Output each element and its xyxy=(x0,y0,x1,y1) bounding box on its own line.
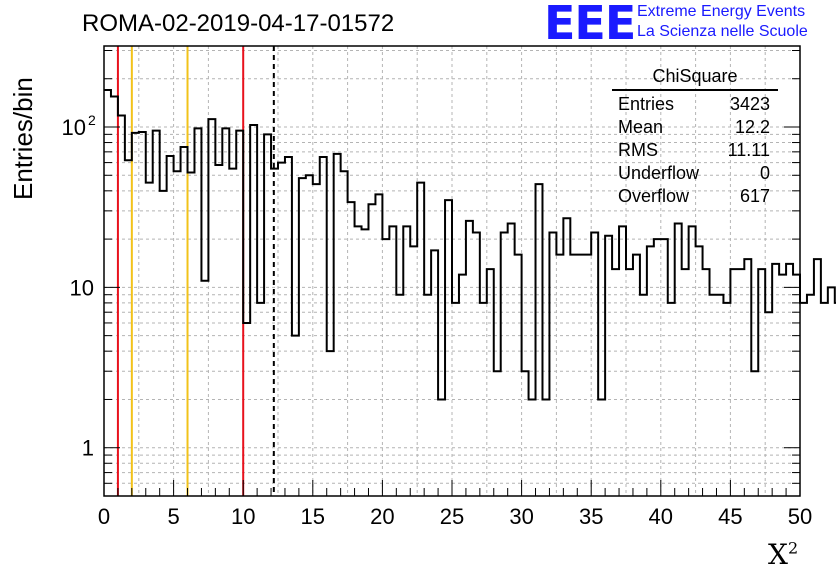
marker-lines xyxy=(116,46,275,496)
stats-label: Overflow xyxy=(618,186,690,206)
x-axis-label-base: X xyxy=(768,538,788,571)
histogram-series xyxy=(104,89,836,401)
stats-value: 12.2 xyxy=(734,117,770,137)
x-tick-label: 45 xyxy=(718,504,742,529)
y-tick-label: 10 xyxy=(62,115,86,140)
x-tick-label: 35 xyxy=(579,504,603,529)
stats-label: Mean xyxy=(618,117,664,137)
stats-row-rms: RMS 11.11 xyxy=(612,139,778,162)
y-tick-label-exponent: 2 xyxy=(88,112,96,128)
stats-row-underflow: Underflow 0 xyxy=(612,162,778,185)
y-tick-label: 10 xyxy=(70,275,94,300)
x-tick-label: 15 xyxy=(301,504,325,529)
x-tick-label: 20 xyxy=(370,504,394,529)
stats-title: ChiSquare xyxy=(612,66,778,91)
eee-logo: EEE xyxy=(544,0,636,50)
chart-title: ROMA-02-2019-04-17-01572 xyxy=(82,10,395,37)
stats-row-overflow: Overflow 617 xyxy=(612,185,778,208)
stats-value: 3423 xyxy=(729,94,770,114)
axis-ticks xyxy=(103,49,801,497)
x-tick-label: 40 xyxy=(649,504,673,529)
eee-logo-line2: La Scienza nelle Scuole xyxy=(637,23,808,40)
y-axis-label: Entries/bin xyxy=(8,77,38,200)
stats-label: Underflow xyxy=(618,163,700,183)
stats-row-entries: Entries 3423 xyxy=(612,93,778,116)
x-tick-label: 10 xyxy=(231,504,255,529)
stats-box: ChiSquare Entries 3423 Mean 12.2 RMS 11.11 … xyxy=(612,66,778,208)
x-tick-label: 30 xyxy=(509,504,533,529)
x-tick-label: 25 xyxy=(440,504,464,529)
stats-value: 11.11 xyxy=(727,140,770,160)
x-tick-label: 50 xyxy=(788,504,812,529)
stats-value: 0 xyxy=(759,163,770,183)
stats-row-mean: Mean 12.2 xyxy=(612,116,778,139)
stats-value: 617 xyxy=(739,186,770,206)
x-tick-labels: 0 5 10 15 20 25 30 35 40 45 50 xyxy=(98,504,812,529)
x-tick-label: 5 xyxy=(167,504,179,529)
stats-label: RMS xyxy=(618,140,658,160)
x-tick-label: 0 xyxy=(98,504,110,529)
eee-logo-line1: Extreme Energy Events xyxy=(637,3,806,20)
stats-label: Entries xyxy=(618,94,675,114)
y-tick-label: 1 xyxy=(82,436,94,461)
x-axis-label: X2 xyxy=(768,538,798,571)
x-axis-label-superscript: 2 xyxy=(787,538,799,558)
